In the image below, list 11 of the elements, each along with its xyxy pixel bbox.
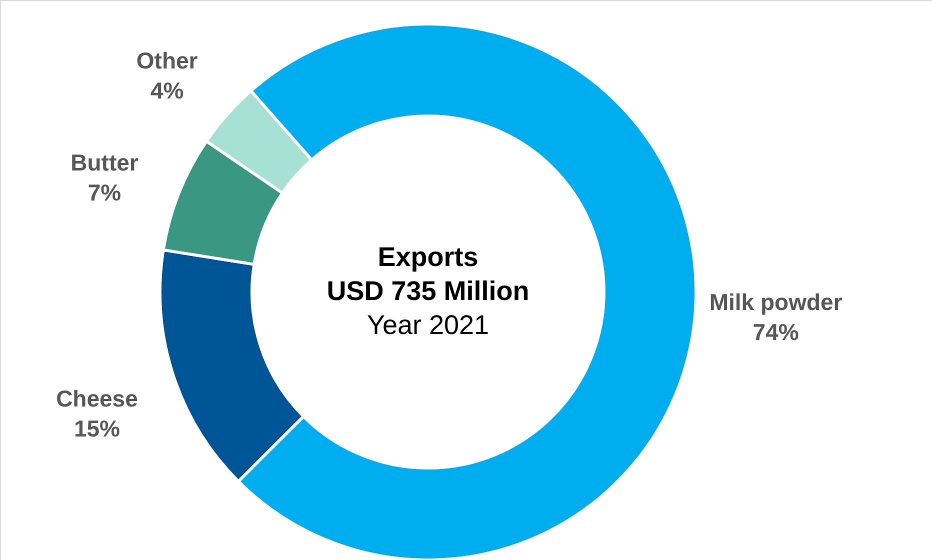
text: Exports <box>378 242 478 272</box>
data-label: 74% <box>752 319 799 346</box>
slice-label: Cheese <box>56 385 138 412</box>
text: USD 735 Million <box>326 276 530 306</box>
text: Year 2021 <box>366 310 490 340</box>
data-label: 7% <box>88 180 122 206</box>
slice-label: Other <box>136 48 198 74</box>
slice-label: Butter <box>70 150 138 176</box>
slice-label: Milk powder <box>709 289 842 316</box>
data-label: 15% <box>74 415 120 442</box>
data-label: 4% <box>150 78 184 104</box>
